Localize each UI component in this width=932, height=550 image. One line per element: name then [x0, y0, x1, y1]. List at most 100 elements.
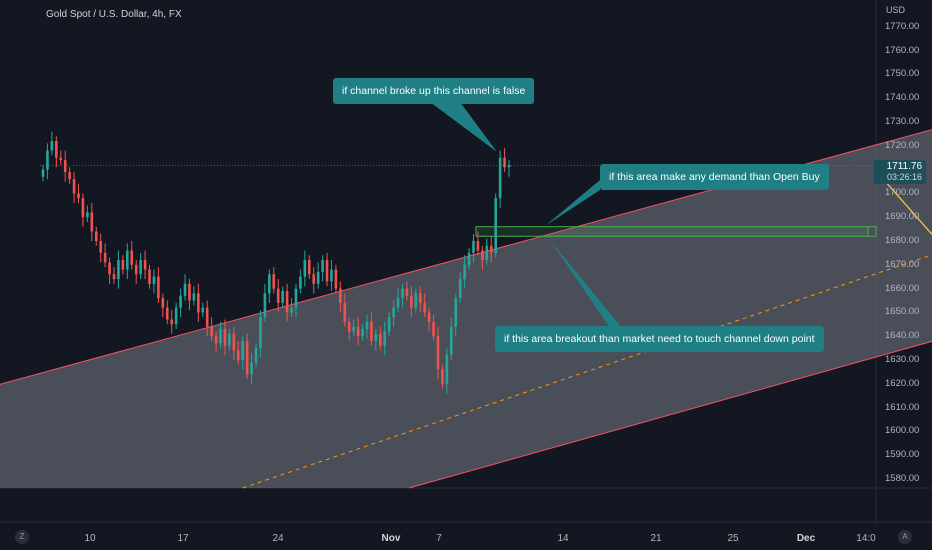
timezone-button[interactable]: Z [15, 530, 29, 544]
time-tick: 7 [436, 533, 442, 544]
candle-body [472, 241, 475, 253]
candle-body [347, 321, 351, 332]
candle-body [183, 283, 187, 296]
candle-body [170, 319, 174, 325]
candle-body [219, 329, 222, 344]
candle-body [197, 293, 200, 313]
candle-body [378, 333, 382, 346]
candle-body [352, 326, 355, 332]
candle-body [41, 169, 45, 177]
candle-body [188, 283, 191, 301]
candle-body [272, 274, 276, 289]
annotation-bottom-pointer [550, 240, 622, 328]
candle-body [339, 288, 342, 303]
candle-body [236, 350, 240, 360]
candle-body [321, 260, 324, 272]
demand-zone-handle [867, 226, 877, 237]
candle-body [494, 198, 497, 253]
candle-body [139, 260, 142, 275]
current-price-badge: 1711.76 03:26:16 [874, 160, 926, 184]
candle-body [50, 141, 54, 151]
channel-lower-line [409, 340, 932, 489]
candle-body [205, 307, 209, 327]
candle-body [210, 326, 213, 337]
candle-body [405, 288, 409, 296]
candle-body [330, 269, 333, 282]
candle-body [476, 241, 480, 251]
time-tick: Nov [381, 533, 401, 544]
candle-body [99, 241, 102, 253]
candle-body [90, 212, 94, 232]
auto-scale-button[interactable]: A [898, 530, 912, 544]
candle-body [117, 260, 120, 280]
candle-body [281, 290, 284, 303]
candle-body [489, 245, 493, 253]
candle-body [356, 326, 360, 337]
candle-body [414, 293, 418, 308]
candle-body [396, 298, 400, 308]
candle-body [81, 198, 85, 218]
candle-body [401, 288, 404, 299]
candle-body [276, 288, 280, 303]
candle-body [259, 317, 262, 349]
candle-body [161, 298, 165, 308]
current-price-label: 1711.76 [886, 161, 922, 172]
channel-fill [0, 129, 932, 488]
bar-countdown-label: 03:26:16 [886, 172, 922, 182]
channel-upper-line [0, 129, 932, 385]
time-tick: 21 [650, 533, 662, 544]
candle-body [254, 348, 258, 363]
candle-body [130, 250, 134, 265]
price-tick: 1690.00 [885, 211, 920, 223]
time-tick: 10 [84, 533, 96, 544]
candle-body [143, 260, 147, 270]
annotation-top[interactable]: if channel broke up this channel is fals… [333, 78, 535, 104]
candle-body [503, 157, 506, 168]
candle-body [307, 260, 311, 275]
candle-body [263, 293, 267, 318]
candle-body [432, 321, 435, 337]
candle-body [481, 250, 484, 261]
candle-body [134, 264, 138, 275]
price-tick: 1590.00 [885, 449, 920, 461]
symbol-legend: Gold Spot / U.S. Dollar, 4h, FX [46, 9, 182, 20]
candle-body [72, 179, 76, 194]
time-tick: 14 [557, 533, 569, 544]
candle-body [507, 164, 511, 168]
candle-body [165, 307, 169, 320]
candle-body [454, 298, 458, 327]
candle-body [374, 333, 378, 341]
price-tick: 1680.00 [885, 235, 920, 246]
price-tick: 1650.00 [885, 306, 920, 318]
candle-body [174, 307, 178, 325]
price-tick: 1660.00 [885, 282, 920, 294]
candle-body [316, 271, 320, 284]
candle-body [108, 262, 111, 275]
annotation-right-pointer [545, 180, 600, 226]
candle-body [303, 260, 307, 277]
annotation-bottom[interactable]: if this area breakout than market need t… [495, 326, 824, 352]
candle-body [223, 329, 227, 346]
candle-body [94, 231, 98, 241]
candle-body [370, 321, 373, 341]
candle-body [361, 329, 364, 337]
candle-body [312, 274, 316, 284]
candle-body [365, 321, 369, 330]
time-tick: 14:0 [856, 533, 876, 544]
annotation-right[interactable]: if this area make any demand than Open B… [600, 164, 829, 190]
candle-body [77, 193, 80, 199]
candle-body [418, 293, 422, 303]
candle-body [427, 312, 431, 322]
candle-body [250, 362, 253, 375]
candle-body [325, 260, 329, 282]
candle-body [59, 157, 63, 161]
candle-body [299, 276, 302, 289]
candle-body [86, 212, 89, 218]
candle-body [68, 171, 71, 180]
candle-body [245, 340, 249, 375]
candle-body [467, 252, 471, 265]
candle-body [157, 276, 160, 299]
projection-arrow [878, 173, 932, 235]
time-tick: 24 [272, 533, 284, 544]
candle-body [268, 274, 271, 294]
